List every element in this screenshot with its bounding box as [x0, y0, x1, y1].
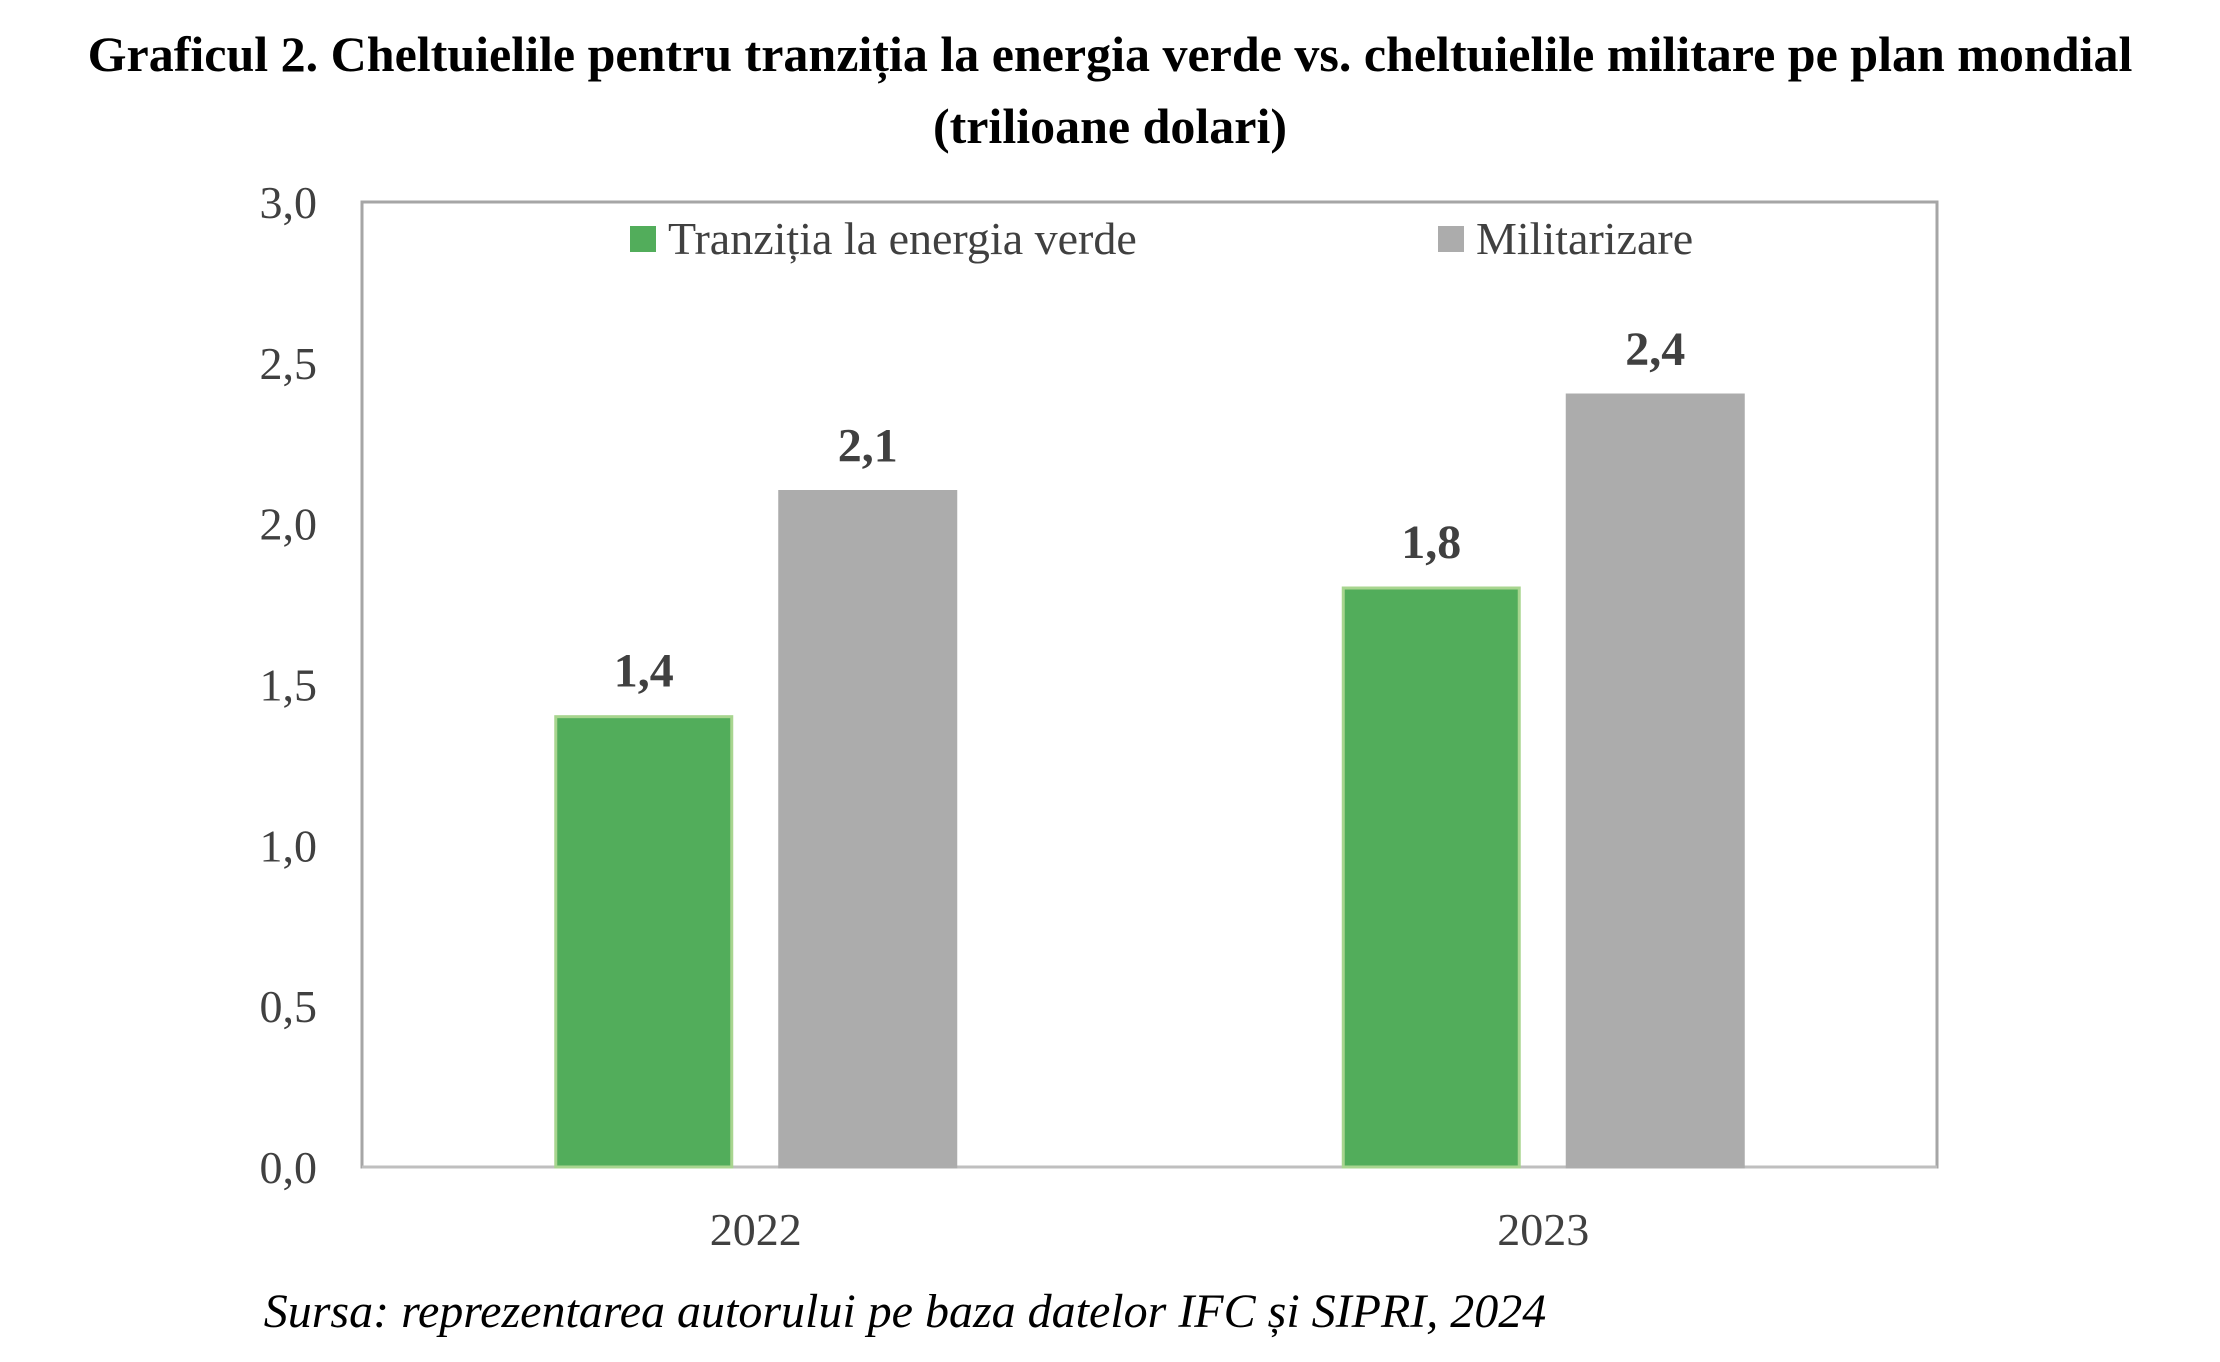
y-axis: 0,0 0,5 1,0 1,5 2,0 2,5 3,0 [260, 177, 318, 1193]
y-tick-label: 2,5 [260, 338, 318, 389]
legend-label: Tranziția la energia verde [668, 213, 1137, 264]
x-tick-label: 2022 [710, 1204, 802, 1255]
y-tick-label: 3,0 [260, 177, 318, 228]
legend-label: Militarizare [1476, 213, 1693, 264]
data-label: 2,4 [1625, 323, 1685, 376]
y-tick-label: 0,0 [260, 1142, 318, 1193]
data-labels: 1,4 2,1 1,8 2,4 [614, 323, 1686, 698]
y-tick-label: 2,0 [260, 499, 318, 550]
x-axis: 2022 2023 [362, 1165, 1937, 1255]
bars [554, 393, 1745, 1169]
x-tick-label: 2023 [1497, 1204, 1589, 1255]
data-label: 2,1 [838, 420, 898, 473]
legend-swatch [630, 226, 656, 252]
data-label: 1,8 [1401, 516, 1461, 569]
source-note: Sursa: reprezentarea autorului pe baza d… [263, 1285, 1547, 1338]
y-tick-label: 1,0 [260, 820, 318, 871]
bar-1-2022 [778, 490, 958, 1169]
bar-0-2023 [1341, 586, 1521, 1169]
y-tick-label: 0,5 [260, 981, 318, 1032]
bar-1-2023 [1565, 393, 1745, 1169]
chart-title: Graficul 2. Cheltuielile pentru tranziți… [87, 26, 2133, 154]
legend-swatch [1438, 226, 1464, 252]
legend: Tranziția la energia verde Militarizare [630, 213, 1693, 264]
y-tick-label: 1,5 [260, 660, 318, 711]
data-label: 1,4 [614, 645, 674, 698]
bar-0-2022 [554, 715, 734, 1169]
